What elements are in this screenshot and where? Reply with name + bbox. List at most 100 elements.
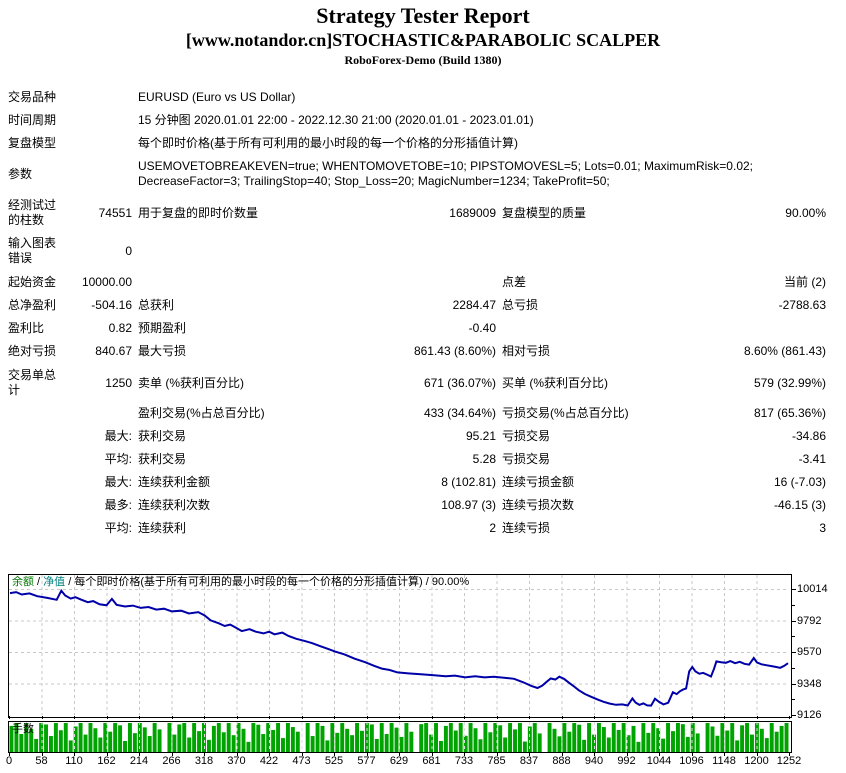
- x-tick: [561, 716, 563, 719]
- stat-label: 起始资金: [8, 275, 57, 289]
- lots-bar: [113, 723, 118, 752]
- x-tick-label: 1044: [646, 755, 672, 767]
- y-minor-tick: [792, 667, 795, 669]
- stat-label: 复盘模型: [8, 136, 57, 150]
- x-tick: [789, 716, 790, 719]
- lots-bar: [384, 734, 389, 752]
- stat-row: 平均: 连续获利 2 连续亏损 3: [8, 521, 826, 536]
- lots-bar: [108, 731, 113, 752]
- x-tick: [366, 716, 368, 719]
- lots-bar: [646, 732, 651, 752]
- lots-bar: [656, 728, 661, 752]
- stat-label: 获利交易: [138, 429, 187, 443]
- lots-bar: [784, 723, 789, 752]
- stat-value: 74551: [98, 205, 132, 220]
- stat-label: 卖单 (%获利百分比): [138, 375, 244, 390]
- x-tick: [171, 753, 173, 756]
- lots-bar: [547, 723, 552, 752]
- lots-bar: [513, 729, 517, 752]
- lots-bar: [157, 729, 162, 752]
- stat-value: 671 (36.07%): [423, 375, 496, 390]
- lots-bar: [127, 723, 132, 752]
- lots-bar: [705, 723, 710, 752]
- x-tick: [464, 753, 465, 756]
- lots-bar: [508, 723, 513, 752]
- x-tick: [9, 716, 10, 719]
- balance-chart: [8, 574, 792, 718]
- y-tick: [792, 620, 796, 622]
- stat-label: 总亏损: [502, 298, 539, 312]
- stat-label: 输入图表错误: [8, 236, 57, 265]
- stat-value: 861.43 (8.60%): [413, 344, 496, 358]
- lots-bar: [631, 725, 636, 752]
- lots-bar: [438, 740, 443, 752]
- lots-bar: [473, 728, 478, 752]
- lots-bar: [295, 731, 300, 752]
- x-tick: [9, 753, 10, 756]
- lots-bar: [730, 723, 735, 752]
- lots-bar: [350, 735, 355, 752]
- stat-label: EURUSD (Euro vs US Dollar): [138, 90, 296, 104]
- stat-value: 2284.47: [452, 298, 496, 312]
- y-tick-label: 10014: [797, 583, 828, 595]
- stat-value: 平均:: [104, 521, 132, 535]
- stat-value: 840.67: [95, 344, 132, 358]
- x-tick: [204, 753, 205, 756]
- x-tick: [204, 716, 205, 719]
- x-tick: [626, 716, 628, 719]
- lots-bar: [285, 723, 290, 752]
- x-tick-label: 577: [357, 755, 376, 767]
- stat-value: 8 (102.81): [441, 475, 496, 489]
- lots-bar: [231, 735, 236, 752]
- stat-label: 买单 (%获利百分比): [502, 375, 608, 390]
- x-tick-label: 888: [552, 755, 571, 767]
- x-tick: [236, 716, 238, 719]
- lots-bar: [779, 725, 784, 752]
- lots-bar: [616, 729, 621, 752]
- lots-bar: [39, 723, 44, 752]
- x-tick-label: 733: [454, 755, 474, 767]
- lots-bar: [404, 723, 409, 752]
- lots-bar: [596, 723, 601, 752]
- x-tick: [106, 716, 108, 719]
- lots-bar: [685, 736, 690, 752]
- y-minor-tick: [792, 636, 795, 638]
- stat-label: 连续亏损金额: [502, 475, 575, 489]
- lots-bar: [754, 723, 759, 752]
- lots-bar: [458, 723, 463, 752]
- x-tick-label: 1252: [776, 755, 802, 767]
- stat-row: 最多: 连续获利次数 108.97 (3) 连续亏损次数 -46.15 (3): [8, 498, 826, 513]
- report-header: Strategy Tester Report [www.notandor.cn]…: [0, 3, 846, 68]
- x-tick: [724, 716, 725, 719]
- x-tick: [724, 753, 725, 756]
- lots-bar: [394, 727, 399, 752]
- lots-bar: [745, 723, 750, 752]
- lots-bar: [236, 723, 241, 752]
- lots-bar: [251, 723, 256, 752]
- stat-label: 绝对亏损: [8, 344, 57, 358]
- stat-row: 最大: 连续获利金额 8 (102.81) 连续亏损金额 16 (-7.03): [8, 475, 826, 490]
- stat-label: 连续获利金额: [138, 475, 211, 489]
- stat-value: 0.82: [108, 321, 132, 335]
- x-tick: [496, 716, 498, 719]
- stat-value: -3.41: [798, 452, 826, 466]
- x-tick: [139, 753, 140, 756]
- lots-bar: [345, 728, 350, 752]
- stat-label: 交易品种: [8, 90, 57, 104]
- lots-bar: [710, 726, 715, 752]
- lots-bar: [626, 735, 631, 752]
- lots-bar: [488, 732, 493, 752]
- x-tick-label: 785: [487, 755, 506, 767]
- lots-bar: [241, 728, 246, 752]
- stat-label: 亏损交易: [502, 429, 551, 443]
- lots-canvas: [9, 722, 789, 752]
- lots-bar: [606, 737, 611, 752]
- lots-bar: [527, 726, 532, 752]
- stat-label: 连续亏损: [502, 521, 551, 535]
- lots-bar: [123, 740, 127, 752]
- stat-value: 3: [819, 521, 826, 535]
- lots-bar: [740, 725, 745, 752]
- x-tick: [431, 753, 433, 756]
- lots-bar: [735, 740, 740, 752]
- stat-value: 5.28: [472, 452, 496, 466]
